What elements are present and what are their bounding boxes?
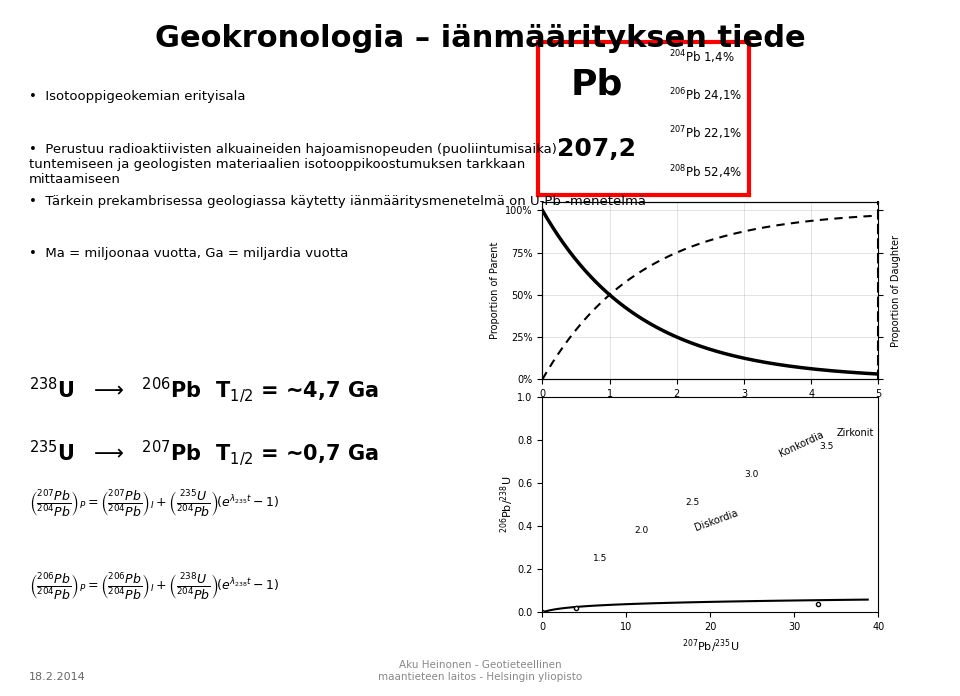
Text: 207,2: 207,2 — [557, 137, 636, 161]
Text: •  Tärkein prekambrisessa geologiassa käytetty iänmääritysmenetelmä on U-Pb -men: • Tärkein prekambrisessa geologiassa käy… — [29, 195, 646, 208]
Text: Konkordia: Konkordia — [778, 430, 826, 459]
Y-axis label: Proportion of Parent: Proportion of Parent — [490, 242, 499, 339]
Text: 3.0: 3.0 — [744, 470, 758, 479]
Text: 2.5: 2.5 — [685, 498, 700, 507]
Text: Aku Heinonen - Geotieteellinen
maantieteen laitos - Helsingin yliopisto: Aku Heinonen - Geotieteellinen maantiete… — [378, 661, 582, 682]
Text: 18.2.2014: 18.2.2014 — [29, 672, 85, 682]
Text: $\left(\dfrac{^{207}Pb}{^{204}Pb}\right)_P = \left(\dfrac{^{207}Pb}{^{204}Pb}\ri: $\left(\dfrac{^{207}Pb}{^{204}Pb}\right)… — [29, 487, 279, 519]
Text: $^{238}$U  $\longrightarrow$  $^{206}$Pb  T$_{1/2}$ = ~4,7 Ga: $^{238}$U $\longrightarrow$ $^{206}$Pb T… — [29, 376, 378, 405]
Y-axis label: $^{206}$Pb/$^{238}$U: $^{206}$Pb/$^{238}$U — [498, 476, 516, 533]
Text: $^{208}$Pb 52,4%: $^{208}$Pb 52,4% — [668, 163, 742, 181]
Text: $^{206}$Pb 24,1%: $^{206}$Pb 24,1% — [668, 86, 742, 104]
Text: 3.5: 3.5 — [820, 441, 834, 450]
Y-axis label: Proportion of Daughter: Proportion of Daughter — [891, 235, 900, 347]
Text: 1.5: 1.5 — [592, 554, 607, 562]
Text: •  Ma = miljoonaa vuotta, Ga = miljardia vuotta: • Ma = miljoonaa vuotta, Ga = miljardia … — [29, 247, 348, 260]
Text: Pb: Pb — [570, 68, 623, 102]
Text: $^{207}$Pb 22,1%: $^{207}$Pb 22,1% — [668, 125, 742, 143]
Text: •  Perustuu radioaktiivisten alkuaineiden hajoamisnopeuden (puoliintumisaika)
tu: • Perustuu radioaktiivisten alkuaineiden… — [29, 143, 557, 186]
Text: $^{235}$U  $\longrightarrow$  $^{207}$Pb  T$_{1/2}$ = ~0,7 Ga: $^{235}$U $\longrightarrow$ $^{207}$Pb T… — [29, 438, 378, 468]
Text: Geokronologia – iänmäärityksen tiede: Geokronologia – iänmäärityksen tiede — [155, 24, 805, 54]
Text: Diskordia: Diskordia — [693, 507, 739, 532]
X-axis label: $^{207}$Pb/$^{235}$U: $^{207}$Pb/$^{235}$U — [682, 638, 739, 656]
Text: $\left(\dfrac{^{206}Pb}{^{204}Pb}\right)_P = \left(\dfrac{^{206}Pb}{^{204}Pb}\ri: $\left(\dfrac{^{206}Pb}{^{204}Pb}\right)… — [29, 571, 279, 603]
Text: 2.0: 2.0 — [635, 525, 649, 535]
Text: $^{204}$Pb 1,4%: $^{204}$Pb 1,4% — [668, 48, 734, 66]
Text: •  Isotooppigeokemian erityisala: • Isotooppigeokemian erityisala — [29, 90, 246, 104]
Text: Zirkonit: Zirkonit — [836, 427, 874, 438]
